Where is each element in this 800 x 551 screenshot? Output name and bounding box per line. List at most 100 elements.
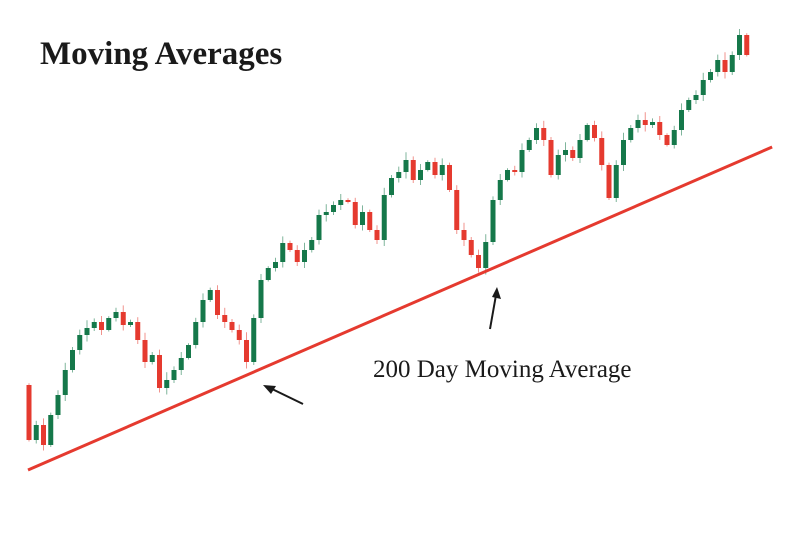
candle-down	[352, 202, 358, 225]
candle-up	[425, 162, 431, 170]
candle-down	[367, 212, 373, 230]
candle-up	[700, 80, 706, 95]
candle-down	[410, 160, 416, 180]
candle-up	[128, 322, 133, 325]
candle-up	[171, 370, 177, 380]
candle-up	[563, 150, 568, 155]
candle-up	[389, 178, 394, 195]
candles-group	[26, 29, 750, 451]
candle-up	[207, 290, 213, 300]
arrow-left-icon	[263, 385, 304, 405]
candle-up	[650, 122, 655, 125]
candle-up	[418, 170, 423, 180]
candle-down	[432, 162, 438, 175]
candle-down	[657, 122, 663, 135]
candle-down	[135, 322, 141, 340]
candle-up	[193, 322, 199, 345]
moving-average-line	[27, 145, 773, 472]
candle-up	[265, 268, 271, 280]
candle-down	[374, 230, 380, 240]
candle-up	[280, 243, 286, 262]
candle-up	[273, 262, 278, 268]
candle-up	[309, 240, 315, 250]
candle-up	[331, 205, 336, 212]
candle-down	[512, 170, 518, 172]
candle-up	[113, 312, 119, 318]
candle-up	[164, 380, 170, 388]
arrow-up-icon	[489, 287, 501, 330]
candle-up	[91, 322, 97, 328]
candle-down	[120, 312, 126, 325]
candle-up	[577, 140, 583, 158]
candle-down	[468, 240, 474, 255]
candle-down	[345, 200, 351, 202]
candle-up	[497, 180, 503, 200]
candle-down	[461, 230, 467, 240]
candle-up	[77, 335, 83, 350]
candle-up	[33, 425, 39, 440]
candle-up	[186, 345, 191, 358]
candle-down	[592, 125, 597, 138]
candle-up	[251, 318, 257, 362]
chart-title: Moving Averages	[40, 36, 283, 72]
candle-up	[679, 110, 684, 130]
candle-up	[628, 128, 634, 140]
candle-up	[708, 72, 713, 80]
candle-down	[26, 385, 32, 440]
candle-up	[483, 242, 489, 268]
candle-up	[403, 160, 409, 172]
candle-up	[55, 395, 61, 415]
candle-down	[541, 128, 547, 140]
candle-down	[642, 120, 648, 125]
candle-up	[258, 280, 264, 318]
candle-down	[41, 425, 46, 445]
candle-up	[534, 128, 539, 140]
candle-down	[215, 290, 220, 315]
candle-up	[519, 150, 525, 172]
candle-down	[236, 330, 242, 340]
candle-up	[505, 170, 510, 180]
candle-up	[729, 55, 735, 72]
candle-down	[599, 138, 605, 165]
candle-up	[360, 212, 365, 225]
candle-down	[548, 140, 554, 175]
candle-up	[149, 355, 155, 362]
candle-up	[316, 215, 322, 240]
moving-average-label: 200 Day Moving Average	[373, 356, 632, 383]
candle-up	[396, 172, 402, 178]
candle-down	[664, 135, 670, 145]
candle-up	[737, 35, 742, 55]
candle-down	[287, 243, 293, 250]
candle-up	[613, 165, 619, 198]
candle-down	[476, 255, 481, 268]
candle-up	[635, 120, 641, 128]
candle-up	[62, 370, 68, 395]
candle-up	[178, 358, 184, 370]
candle-down	[99, 322, 104, 330]
candle-down	[570, 150, 576, 158]
candle-down	[294, 250, 300, 262]
candle-up	[323, 212, 329, 215]
candle-up	[490, 200, 496, 242]
candle-up	[584, 125, 590, 140]
candle-down	[722, 60, 728, 72]
candle-up	[439, 165, 445, 175]
candle-up	[338, 200, 344, 205]
candle-down	[447, 165, 452, 190]
candle-up	[693, 95, 699, 100]
candle-up	[555, 155, 561, 175]
candle-up	[48, 415, 54, 445]
candle-up	[621, 140, 626, 165]
candle-down	[744, 35, 750, 55]
candle-up	[686, 100, 692, 110]
candle-down	[142, 340, 148, 362]
candle-up	[84, 328, 90, 335]
candle-up	[526, 140, 532, 150]
candle-up	[715, 60, 721, 72]
candle-up	[70, 350, 75, 370]
candle-down	[454, 190, 460, 230]
candle-up	[200, 300, 206, 322]
candle-down	[222, 315, 228, 322]
candle-up	[106, 318, 112, 330]
